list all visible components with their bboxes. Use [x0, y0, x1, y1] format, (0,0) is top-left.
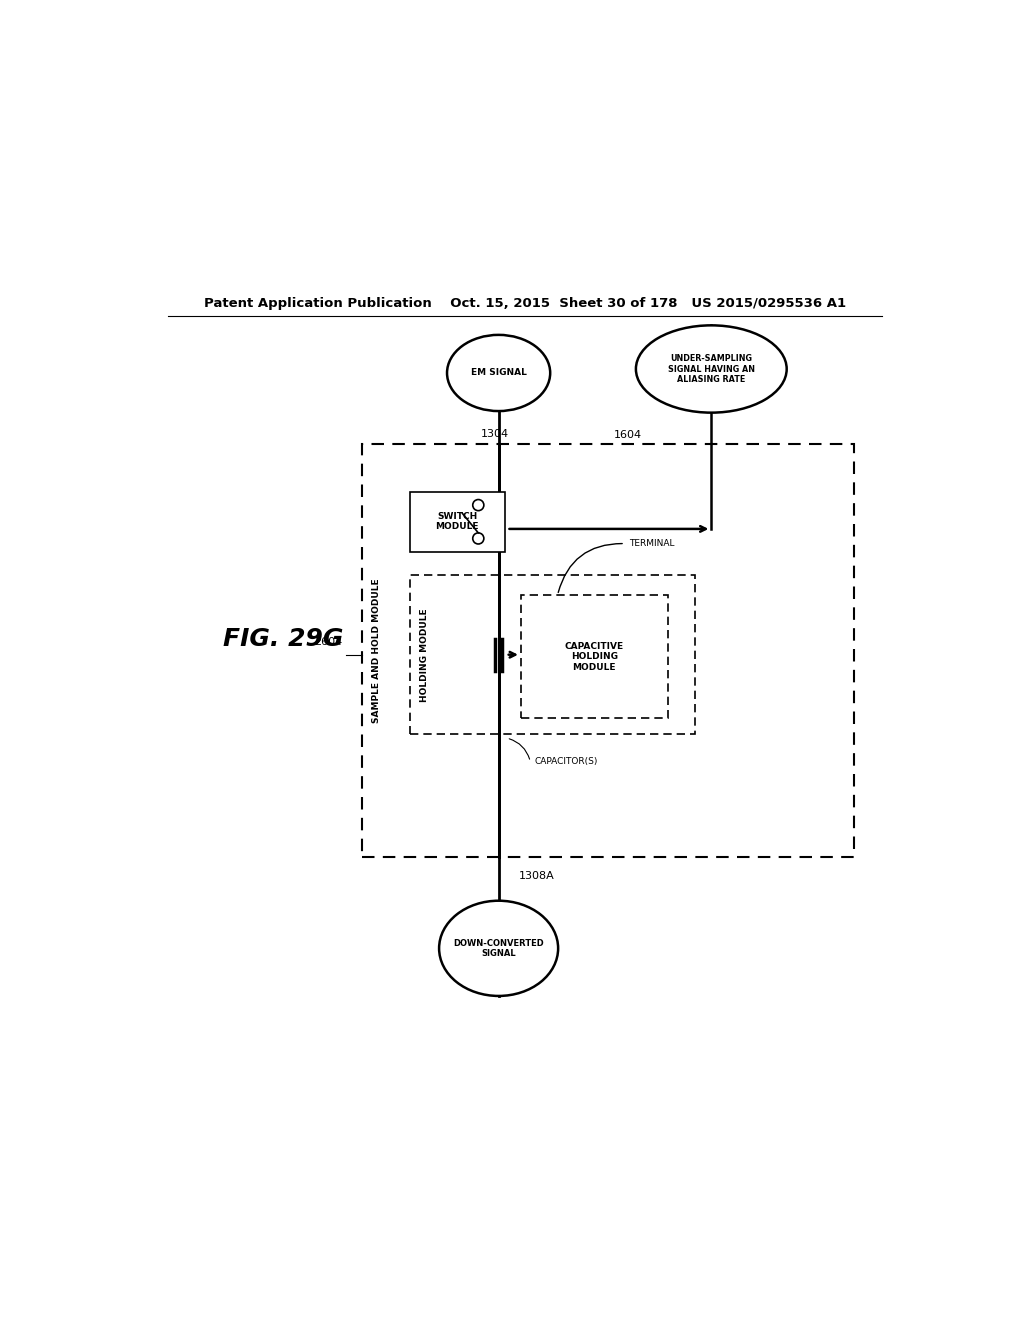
Text: UNDER-SAMPLING
SIGNAL HAVING AN
ALIASING RATE: UNDER-SAMPLING SIGNAL HAVING AN ALIASING… [668, 354, 755, 384]
Text: Patent Application Publication    Oct. 15, 2015  Sheet 30 of 178   US 2015/02955: Patent Application Publication Oct. 15, … [204, 297, 846, 310]
Text: 2604: 2604 [314, 638, 342, 648]
Text: FIG. 29G: FIG. 29G [222, 627, 343, 651]
Text: HOLDING MODULE: HOLDING MODULE [420, 609, 428, 701]
Text: SWITCH
MODULE: SWITCH MODULE [435, 512, 479, 532]
Text: 1304: 1304 [480, 429, 509, 438]
Text: SAMPLE AND HOLD MODULE: SAMPLE AND HOLD MODULE [372, 578, 381, 723]
Ellipse shape [439, 900, 558, 997]
Text: EM SIGNAL: EM SIGNAL [471, 368, 526, 378]
Ellipse shape [447, 335, 550, 411]
Text: TERMINAL: TERMINAL [629, 539, 675, 548]
FancyBboxPatch shape [410, 492, 505, 552]
Text: 1308A: 1308A [518, 871, 554, 880]
Text: CAPACITIVE
HOLDING
MODULE: CAPACITIVE HOLDING MODULE [564, 642, 624, 672]
Text: CAPACITOR(S): CAPACITOR(S) [535, 758, 598, 767]
Text: 1604: 1604 [614, 430, 642, 440]
Text: DOWN-CONVERTED
SIGNAL: DOWN-CONVERTED SIGNAL [454, 939, 544, 958]
Ellipse shape [636, 325, 786, 413]
